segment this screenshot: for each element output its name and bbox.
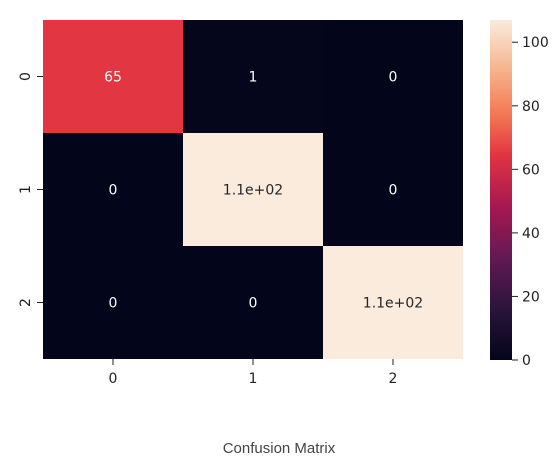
cell-value-label-1-2: 0 — [389, 183, 398, 199]
heatmap-cell-1-1 — [183, 133, 323, 246]
colorbar-tick-label-3: 60 — [522, 162, 540, 178]
cell-value-label-1-0: 0 — [109, 183, 118, 199]
cell-value-label-2-2: 1.1e+02 — [363, 296, 423, 312]
heatmap-cell-0-1 — [183, 20, 323, 133]
cell-value-label-1-1: 1.1e+02 — [223, 183, 283, 199]
colorbar-tick-label-5: 100 — [522, 35, 549, 51]
heatmap-cells: 65 1 0 0 1.1e+02 0 0 0 1.1e+02 — [43, 20, 463, 359]
heatmap-cell-0-0 — [43, 20, 183, 133]
figure-caption: Confusion Matrix — [222, 440, 336, 457]
heatmap-cell-1-2 — [323, 133, 463, 246]
cell-value-label-0-0: 65 — [104, 70, 122, 86]
y-tick-label-0: 0 — [18, 72, 34, 81]
colorbar-tick-label-1: 20 — [522, 289, 540, 305]
heatmap-cell-2-2 — [323, 246, 463, 359]
y-axis: 0 1 2 — [18, 72, 43, 307]
colorbar-gradient — [490, 20, 512, 360]
heatmap-cell-2-0 — [43, 246, 183, 359]
colorbar-tick-label-2: 40 — [522, 226, 540, 242]
cell-value-label-0-1: 1 — [249, 70, 258, 86]
x-axis: 0 1 2 — [109, 359, 398, 387]
y-tick-label-1: 1 — [18, 185, 34, 194]
x-tick-label-1: 1 — [249, 371, 258, 387]
x-tick-label-2: 2 — [389, 371, 398, 387]
cell-value-label-2-0: 0 — [109, 296, 118, 312]
y-tick-label-2: 2 — [18, 298, 34, 307]
heatmap-cell-1-0 — [43, 133, 183, 246]
heatmap-cell-0-2 — [323, 20, 463, 133]
cell-value-label-0-2: 0 — [389, 70, 398, 86]
colorbar-tick-label-0: 0 — [522, 353, 531, 369]
heatmap-cell-2-1 — [183, 246, 323, 359]
cell-value-label-2-1: 0 — [249, 296, 258, 312]
x-tick-label-0: 0 — [109, 371, 118, 387]
colorbar-tick-label-4: 80 — [522, 99, 540, 115]
colorbar: 0 20 40 60 80 100 — [490, 20, 549, 369]
